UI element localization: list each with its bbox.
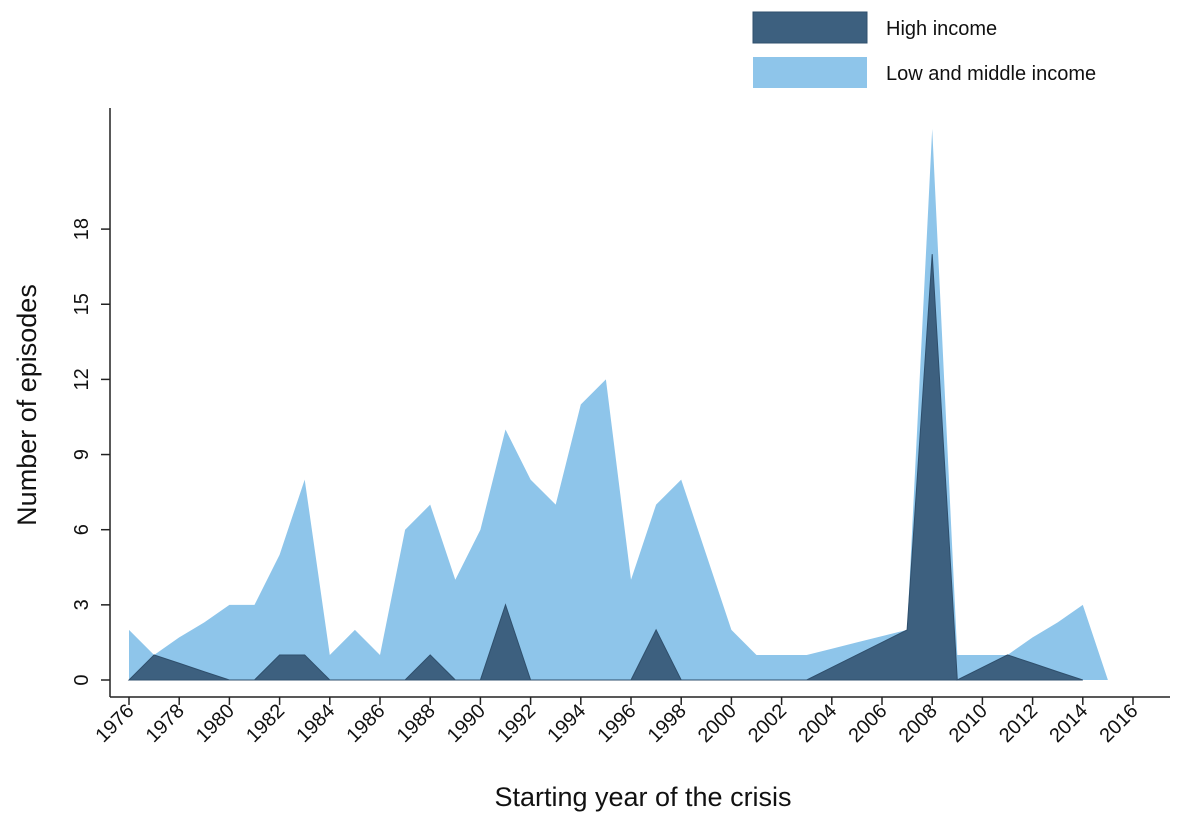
legend-label-high-income: High income bbox=[886, 18, 997, 40]
area-high-income bbox=[127, 254, 1083, 681]
legend-label-low-and-middle-income: Low and middle income bbox=[886, 63, 1096, 85]
legend-swatch-low-and-middle-income bbox=[753, 57, 867, 88]
y-tick-label: 9 bbox=[71, 449, 93, 460]
y-axis-title: Number of episodes bbox=[12, 284, 42, 526]
x-tick-label: 1978 bbox=[142, 700, 189, 747]
x-tick-label: 1994 bbox=[543, 700, 590, 747]
x-tick-label: 1976 bbox=[92, 700, 139, 747]
x-tick-label: 2004 bbox=[794, 700, 841, 747]
x-tick-label: 2014 bbox=[1045, 700, 1092, 747]
x-tick-label: 1982 bbox=[242, 700, 289, 747]
x-tick-label: 1980 bbox=[192, 700, 239, 747]
x-tick-label: 2002 bbox=[744, 700, 791, 747]
x-tick-label: 2000 bbox=[694, 700, 741, 747]
axes bbox=[109, 108, 1170, 698]
x-tick-label: 1992 bbox=[493, 700, 540, 747]
x-tick-label: 2012 bbox=[995, 700, 1042, 747]
x-tick-label: 1998 bbox=[644, 700, 691, 747]
y-tick-label: 18 bbox=[71, 218, 93, 240]
x-tick-label: 1990 bbox=[443, 700, 490, 747]
x-tick-label: 2016 bbox=[1096, 700, 1143, 747]
x-axis-title: Starting year of the crisis bbox=[494, 782, 791, 812]
x-tick-label: 2010 bbox=[945, 700, 992, 747]
area-low-and-middle-income bbox=[129, 128, 1108, 680]
x-axis-ticks: 1976 1978 1980 1982 1984 1986 1988 1990 1992 1994… bbox=[92, 697, 1143, 747]
y-axis-ticks: 0 3 6 9 12 15 18 bbox=[71, 218, 110, 686]
y-tick-label: 6 bbox=[71, 524, 93, 535]
y-tick-label: 0 bbox=[71, 674, 93, 685]
y-tick-label: 15 bbox=[71, 293, 93, 315]
series-areas bbox=[127, 128, 1108, 681]
x-tick-label: 1986 bbox=[343, 700, 390, 747]
y-tick-label: 3 bbox=[71, 599, 93, 610]
x-tick-label: 2006 bbox=[845, 700, 892, 747]
legend-swatch-high-income bbox=[752, 11, 868, 44]
x-tick-label: 1984 bbox=[292, 700, 339, 747]
x-tick-label: 1988 bbox=[393, 700, 440, 747]
legend: High income Low and middle income bbox=[752, 11, 1096, 88]
y-tick-label: 12 bbox=[71, 368, 93, 390]
x-tick-label: 1996 bbox=[594, 700, 641, 747]
x-tick-label: 2008 bbox=[895, 700, 942, 747]
